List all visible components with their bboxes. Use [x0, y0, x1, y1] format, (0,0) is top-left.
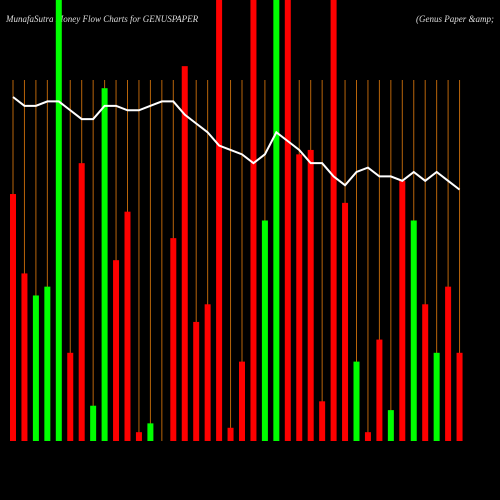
- bar: [261, 220, 268, 441]
- bar: [399, 180, 406, 441]
- bar: [445, 286, 452, 441]
- bar: [342, 202, 349, 441]
- bar: [67, 352, 74, 441]
- bar: [78, 163, 85, 442]
- bar: [456, 352, 463, 441]
- bar: [364, 432, 371, 441]
- bar: [284, 0, 291, 441]
- bar: [147, 423, 154, 441]
- bar: [353, 361, 360, 441]
- bar: [21, 273, 28, 441]
- bar: [90, 405, 97, 441]
- bar: [10, 194, 16, 441]
- bar: [239, 361, 245, 441]
- bar: [101, 88, 108, 441]
- bar: [273, 0, 280, 441]
- bar: [170, 238, 177, 441]
- bar: [44, 286, 51, 441]
- bar: [181, 66, 188, 442]
- bar: [113, 260, 120, 441]
- bar: [135, 432, 142, 441]
- money-flow-line: [12, 96, 461, 191]
- bar: [204, 304, 211, 441]
- bar: [410, 220, 417, 441]
- bar: [387, 410, 394, 441]
- chart-subtitle: (Genus Paper &amp;: [416, 14, 494, 24]
- bar: [250, 0, 257, 441]
- bar: [55, 0, 62, 441]
- bar: [216, 0, 223, 441]
- bar: [227, 427, 234, 441]
- bar: [193, 321, 200, 441]
- bar: [319, 401, 326, 441]
- bar: [296, 154, 303, 441]
- chart-title: MunafaSutra Money Flow Charts for GENUSP…: [5, 14, 199, 24]
- bar: [330, 0, 337, 441]
- bar: [32, 295, 39, 441]
- bar: [422, 304, 429, 441]
- bar: [124, 211, 131, 441]
- bar: [376, 339, 383, 441]
- bar: [307, 149, 314, 441]
- bar: [433, 352, 440, 441]
